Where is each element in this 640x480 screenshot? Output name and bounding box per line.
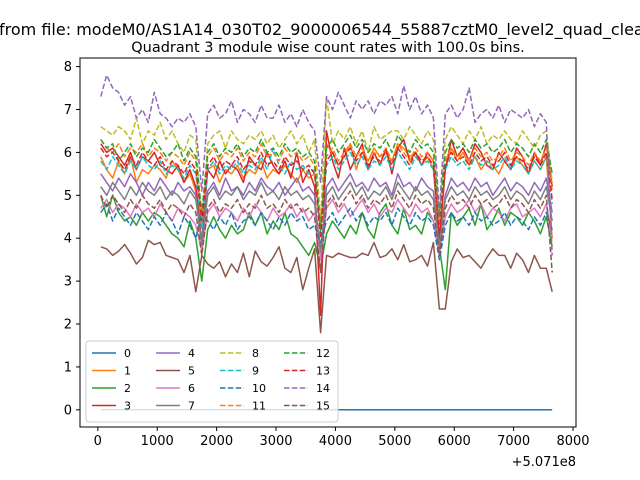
x-tick-label: 4000: [319, 434, 352, 449]
legend-label-15: 15: [316, 400, 330, 413]
legend-label-0: 0: [124, 347, 131, 360]
y-tick-label: 6: [64, 146, 72, 161]
legend-label-14: 14: [316, 382, 330, 395]
y-tick-label: 1: [64, 360, 72, 375]
legend-label-4: 4: [188, 347, 195, 360]
legend-label-9: 9: [252, 365, 259, 378]
legend-label-6: 6: [188, 382, 195, 395]
series-line-5: [100, 239, 553, 334]
legend-label-1: 1: [124, 365, 131, 378]
legend-label-13: 13: [316, 365, 330, 378]
series-line-7: [100, 181, 553, 252]
x-tick-label: 8000: [556, 434, 589, 449]
legend-label-5: 5: [188, 365, 195, 378]
legend-label-3: 3: [124, 400, 131, 413]
legend-label-11: 11: [252, 400, 266, 413]
y-tick-label: 2: [64, 318, 72, 333]
y-tick-label: 3: [64, 275, 72, 290]
y-tick-label: 8: [64, 60, 72, 75]
series-line-13: [100, 147, 553, 239]
figure-suptitle: Plots from file: modeM0/AS1A14_030T02_90…: [0, 20, 640, 40]
x-tick-label: 7000: [497, 434, 530, 449]
legend-label-2: 2: [124, 382, 131, 395]
series-line-2: [100, 194, 553, 291]
legend-label-8: 8: [252, 347, 259, 360]
series-line-12: [100, 134, 553, 231]
y-tick-label: 5: [64, 189, 72, 204]
x-tick-label: 0: [94, 434, 102, 449]
x-tick-label: 1000: [141, 434, 174, 449]
legend-label-10: 10: [252, 382, 266, 395]
x-offset-label: +5.071e8: [512, 455, 576, 470]
y-tick-label: 4: [64, 232, 72, 247]
series-line-15: [100, 190, 553, 274]
y-axis: 0 1 2 3 4 5 6 7 8: [64, 60, 80, 418]
x-tick-label: 3000: [259, 434, 292, 449]
series-line-14: [100, 74, 553, 256]
x-tick-label: 2000: [200, 434, 233, 449]
plot-area: [100, 74, 553, 411]
axes-frame: [79, 57, 577, 428]
series-line-10: [100, 203, 553, 261]
legend-label-7: 7: [188, 400, 195, 413]
y-tick-label: 7: [64, 103, 72, 118]
chart-title: Quadrant 3 module wise count rates with …: [131, 40, 525, 56]
legend-box: [85, 340, 339, 423]
legend-label-12: 12: [316, 347, 330, 360]
x-tick-label: 5000: [378, 434, 411, 449]
y-tick-label: 0: [64, 403, 72, 418]
series-line-3: [100, 130, 553, 317]
x-axis: 0 1000 2000 3000 4000 5000 6000 7000 8000: [94, 427, 590, 449]
series-line-4: [100, 173, 553, 257]
x-tick-label: 6000: [438, 434, 471, 449]
series-line-8: [100, 95, 553, 227]
